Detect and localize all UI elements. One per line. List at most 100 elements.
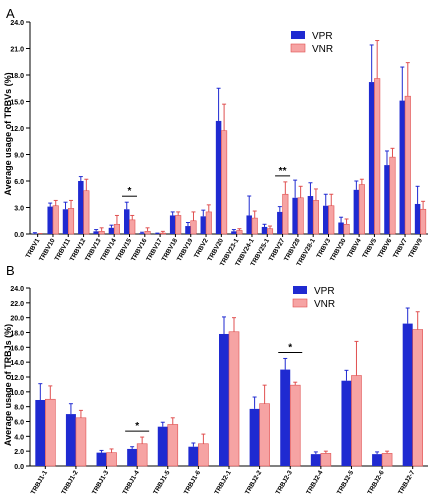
a-bar-vpr xyxy=(108,227,115,234)
a-y-tick-label: 6.0 xyxy=(14,179,24,186)
a-bar-vpr xyxy=(215,120,222,234)
b-bar-vpr xyxy=(249,408,260,466)
a-bar-vnr xyxy=(389,156,396,235)
b-bar-vnr xyxy=(228,331,240,467)
b-y-tick-label: 0.0 xyxy=(14,464,24,471)
a-bar-vpr xyxy=(399,100,406,234)
panel-a-ylabel: Average usage of TRBVs (%) xyxy=(3,72,13,195)
a-y-tick-label: 18.0 xyxy=(10,73,24,80)
b-bar-vnr xyxy=(75,417,87,467)
a-bar-vnr xyxy=(205,211,212,235)
a-bar-vpr xyxy=(139,233,145,234)
b-bar-vnr xyxy=(136,443,148,467)
legend-swatch-vnr xyxy=(292,298,308,308)
b-bar-vpr xyxy=(188,446,199,466)
b-bar-vnr xyxy=(351,375,362,467)
a-bar-vpr xyxy=(307,196,314,234)
a-bar-vnr xyxy=(52,205,59,235)
b-bar-vnr xyxy=(106,452,117,467)
a-bar-vpr xyxy=(261,226,268,234)
panel-a: A Average usage of TRBVs (%) 0.0 3.0 6.0 9.… xyxy=(3,6,428,268)
b-bar-vnr xyxy=(381,453,393,467)
b-y-tick-label: 4.0 xyxy=(14,434,24,441)
b-x-tick-label: TRBJ2-4 xyxy=(305,469,324,496)
b-bar-vpr xyxy=(280,369,291,466)
legend-swatch-vpr xyxy=(291,31,305,39)
a-bar-vpr xyxy=(78,181,84,234)
a-significance-star: ** xyxy=(279,166,287,177)
b-bar-vpr xyxy=(402,323,413,466)
b-y-tick-label: 16.0 xyxy=(10,345,24,352)
a-bar-vnr xyxy=(144,231,151,235)
b-y-tick-label: 14.0 xyxy=(10,360,24,367)
a-bar-vnr xyxy=(83,190,90,235)
b-x-tick-label: TRBJ1-4 xyxy=(122,469,141,496)
a-bar-vpr xyxy=(246,215,252,234)
b-y-tick-label: 22.0 xyxy=(10,301,24,308)
a-bar-vnr xyxy=(343,223,350,235)
a-bar-vpr xyxy=(200,216,207,234)
b-y-tick-label: 18.0 xyxy=(10,331,24,338)
a-bar-vnr xyxy=(113,223,120,235)
a-y-tick-label: 21.0 xyxy=(10,47,24,54)
a-bar-vnr xyxy=(420,208,427,235)
b-y-tick-label: 10.0 xyxy=(10,390,24,397)
b-x-tick-label: TRBJ1-1 xyxy=(30,469,49,496)
b-x-tick-label: TRBJ2-1 xyxy=(213,469,232,496)
a-x-tick-label: TRBV9 xyxy=(407,237,424,259)
a-bar-vnr xyxy=(328,205,335,235)
b-x-tick-label: TRBJ1-2 xyxy=(60,469,79,496)
panel-a-label: A xyxy=(6,6,15,21)
b-y-tick-label: 2.0 xyxy=(14,449,24,456)
panel-b-label: B xyxy=(6,263,15,278)
b-bar-vpr xyxy=(372,454,383,466)
legend-swatch-vpr xyxy=(293,286,307,294)
a-y-tick-label: 15.0 xyxy=(10,100,24,107)
b-bar-vpr xyxy=(35,399,46,466)
b-bar-vpr xyxy=(219,333,229,466)
a-bar-vnr xyxy=(159,232,166,235)
b-bar-vnr xyxy=(167,424,179,467)
a-bar-vnr xyxy=(312,200,319,235)
a-bar-vpr xyxy=(277,211,283,234)
a-bar-vnr xyxy=(190,220,197,235)
a-bar-vpr xyxy=(414,203,421,234)
b-x-tick-label: TRBJ2-3 xyxy=(275,469,294,496)
legend-label-vpr: VPR xyxy=(312,31,333,42)
b-bar-vnr xyxy=(412,329,423,467)
a-bar-vpr xyxy=(368,82,375,234)
b-y-tick-label: 20.0 xyxy=(10,316,24,323)
b-significance-star: * xyxy=(135,421,139,432)
a-bar-vpr xyxy=(323,205,329,234)
a-bar-vnr xyxy=(98,231,105,235)
a-y-tick-label: 12.0 xyxy=(10,126,24,133)
b-significance-star: * xyxy=(288,342,292,353)
legend-label-vnr: VNR xyxy=(314,299,335,310)
a-bar-vpr xyxy=(93,231,99,234)
a-bar-vpr xyxy=(185,226,191,234)
a-bar-vnr xyxy=(297,197,304,235)
panel-b: B Average usage of TRBJs (%) 0.0 2.0 4.0 6.… xyxy=(3,263,428,496)
a-y-tick-label: 24.0 xyxy=(10,20,24,27)
a-bar-vpr xyxy=(384,165,390,234)
a-significance-star: * xyxy=(128,186,132,197)
a-bar-vpr xyxy=(124,209,130,234)
b-bar-vpr xyxy=(157,426,168,466)
a-bar-vpr xyxy=(292,197,298,234)
a-bar-vnr xyxy=(374,78,381,235)
b-x-tick-label: TRBJ2-7 xyxy=(397,469,416,496)
a-bar-vnr xyxy=(67,208,75,235)
b-x-tick-label: TRBJ1-5 xyxy=(152,469,171,496)
b-y-tick-label: 8.0 xyxy=(14,405,24,412)
b-bar-vnr xyxy=(198,443,209,467)
b-x-tick-label: TRBJ2-2 xyxy=(244,469,263,496)
panel-a-legend: VPR VNR xyxy=(290,31,333,55)
b-y-tick-label: 12.0 xyxy=(10,375,24,382)
a-y-tick-label: 0.0 xyxy=(14,232,24,239)
panel-a-plot: 0.03.06.09.012.015.018.021.024.0TRBV1TRB… xyxy=(10,20,428,268)
b-bar-vpr xyxy=(310,454,321,466)
a-bar-vpr xyxy=(231,231,237,234)
b-bar-vpr xyxy=(341,380,352,466)
a-y-tick-label: 9.0 xyxy=(14,153,24,160)
